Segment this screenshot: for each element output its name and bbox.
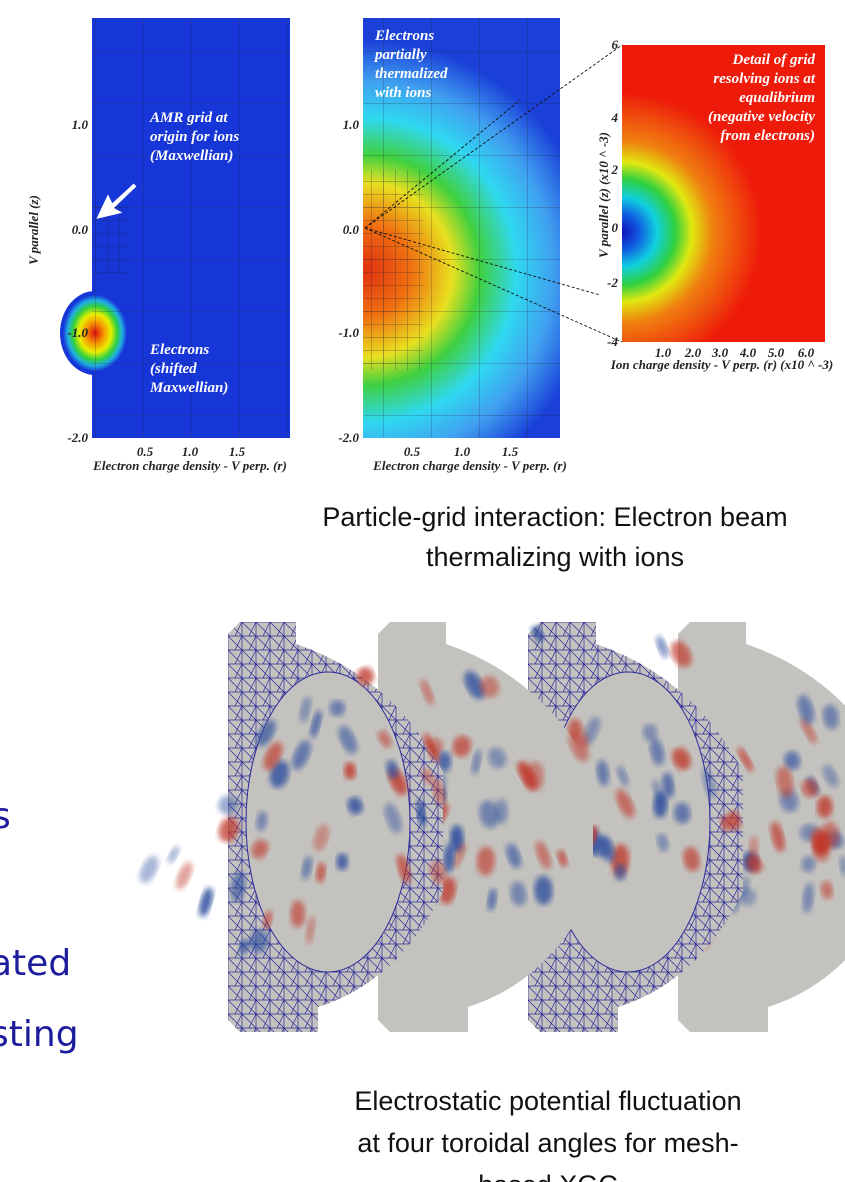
x-tick-label: 1.5 [229,444,246,459]
x-axis-label: Electron charge density - V perp. (r) [92,458,287,473]
annotation: (negative velocity [708,109,815,125]
annotation: Maxwellian) [149,380,228,396]
caption: Particle-grid interaction: Electron beam [322,502,787,532]
side-text: s [0,796,11,837]
y-tick-label: -2 [607,275,618,290]
x-axis-label: Electron charge density - V perp. (r) [372,458,567,473]
x-axis-label: Ion charge density - V perp. (r) (x10 ^ … [610,357,833,372]
x-tick-label: 0.5 [404,444,421,459]
y-tick-label: 6 [612,37,619,52]
side-text: sting [0,1014,79,1055]
x-tick-label: 0.5 [137,444,154,459]
amr-grid-fine [363,170,423,370]
annotation: origin for ions [150,129,239,145]
annotation: Electrons [374,28,434,44]
x-tick-label: 1.0 [454,444,471,459]
annotation: thermalized [375,66,448,82]
x-tick-label: 1.5 [502,444,519,459]
annotation: equalibrium [739,90,815,106]
y-tick-label: 0.0 [72,222,89,237]
page: 1.00.0-1.0-2.00.51.01.5Electron charge d… [0,0,845,1182]
y-tick-label: -1.0 [67,325,88,340]
x-tick-label: 1.0 [182,444,199,459]
fluctuation [173,860,196,892]
plasma-core [246,672,410,972]
y-tick-label: 1.0 [343,117,360,132]
y-tick-label: 2 [611,162,619,177]
y-tick-label: -2.0 [338,430,359,445]
y-tick-label: 0 [612,220,619,235]
caption: thermalizing with ions [426,542,684,572]
annotation: (shifted [150,361,197,377]
annotation: (Maxwellian) [150,148,233,164]
annotation: resolving ions at [713,71,816,87]
annotation: partially [373,47,427,63]
y-axis-label: V parallel (z) (x10 ^ -3) [596,132,611,258]
annotation: with ions [375,85,431,101]
caption: at four toroidal angles for mesh- [357,1128,738,1158]
y-axis-label: V parallel (z) [26,195,41,265]
fluctuation [654,634,671,659]
annotation: from electrons) [720,128,815,144]
mesh-figure [136,622,845,1032]
slide: 1.00.0-1.0-2.00.51.01.5Electron charge d… [0,0,845,1182]
y-tick-label: 0.0 [343,222,360,237]
y-tick-label: -4 [607,334,618,349]
side-text: ated [0,943,71,984]
fluctuation [165,844,181,865]
y-tick-label: -1.0 [338,325,359,340]
fluctuation [136,853,163,886]
y-tick-label: -2.0 [67,430,88,445]
annotation: Detail of grid [732,52,816,68]
y-tick-label: 1.0 [72,117,89,132]
caption: Electrostatic potential fluctuation [354,1086,741,1116]
fluctuation [817,796,833,818]
annotation: Electrons [149,342,209,358]
fluctuation [196,886,215,918]
y-tick-label: 4 [611,110,619,125]
annotation: AMR grid at [149,110,228,126]
caption: based XGC [478,1170,618,1182]
